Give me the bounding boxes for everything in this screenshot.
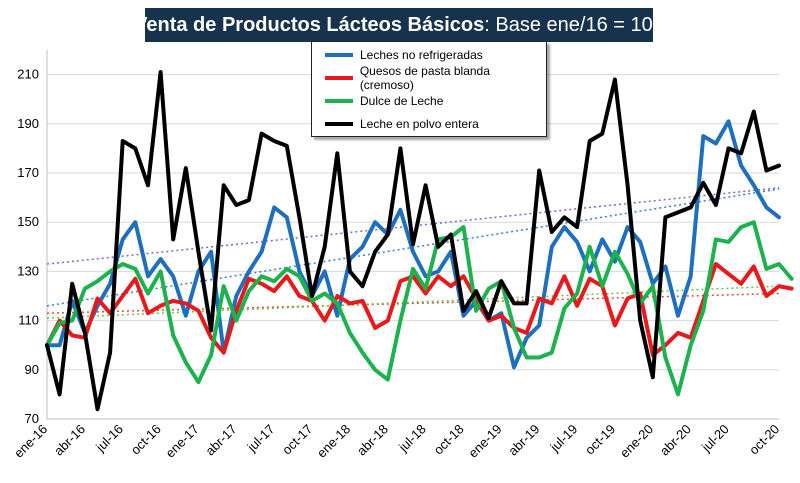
x-tick-label: oct-18	[431, 421, 467, 457]
series-line-2	[45, 262, 794, 357]
x-tick-label: ene-20	[617, 421, 656, 460]
series-line-1	[45, 119, 781, 370]
x-tick-label: abr-17	[202, 421, 239, 458]
x-tick-label: abr-18	[354, 421, 391, 458]
legend-label-leches: Leches no refrigeradas	[360, 48, 483, 62]
trendline-3	[46, 285, 780, 319]
x-tick-label: ene-16	[11, 421, 50, 460]
x-tick-label: abr-19	[505, 421, 542, 458]
legend-item-dulce: Dulce de Leche	[312, 92, 443, 110]
x-tick-label: abr-20	[657, 421, 694, 458]
y-tick-label: 210	[17, 67, 39, 82]
x-tick-label: oct-20	[746, 421, 782, 457]
legend-swatch-dulce	[325, 99, 353, 103]
legend-item-leche-polvo: Leche en polvo entera	[312, 115, 479, 133]
x-tick-label: jul-19	[547, 421, 581, 455]
y-tick-label: 110	[18, 313, 39, 328]
x-tick-label: jul-16	[92, 421, 126, 455]
x-tick-label: oct-17	[279, 421, 315, 457]
legend-label-dulce: Dulce de Leche	[360, 94, 444, 108]
legend-swatch-leches	[325, 53, 353, 57]
y-tick-label: 90	[25, 362, 39, 377]
chart-title-box: Venta de Productos Lácteos Básicos: Base…	[134, 8, 664, 42]
y-tick-label: 170	[17, 165, 39, 180]
x-tick-label: ene-19	[465, 421, 504, 460]
legend-label-leche-polvo: Leche en polvo entera	[360, 117, 479, 131]
series-line-3	[45, 220, 794, 397]
trendline-2	[46, 292, 780, 314]
axes	[46, 50, 779, 420]
x-tick-label: ene-17	[163, 421, 202, 460]
y-tick-label: 150	[17, 214, 39, 229]
legend-label-quesos: Quesos de pasta blanda (cremoso)	[359, 64, 490, 92]
series-line-4	[45, 70, 781, 412]
chart-title-suffix: : Base ene/16 = 100	[484, 13, 664, 36]
x-tick-label: jul-18	[395, 421, 429, 455]
x-tick-label: oct-16	[128, 421, 164, 457]
x-tick-label: jul-20	[698, 421, 732, 455]
y-tick-label: 70	[25, 411, 39, 426]
legend-swatch-quesos	[325, 76, 353, 80]
y-tick-label: 130	[17, 263, 39, 278]
legend-item-quesos: Quesos de pasta blanda (cremoso)	[312, 64, 546, 92]
y-tick-labels: 70 90 110 130 150 170 190 210	[17, 67, 39, 426]
legend-item-leches: Leches no refrigeradas	[312, 46, 483, 64]
series-lines	[45, 70, 794, 412]
x-tick-label: oct-19	[582, 421, 618, 457]
x-tick-label: jul-17	[244, 421, 278, 455]
x-tick-label: ene-18	[314, 421, 353, 460]
chart-title: Venta de Productos Lácteos Básicos	[134, 13, 485, 36]
x-tick-label: abr-16	[51, 421, 88, 458]
legend-swatch-leche-polvo	[325, 122, 353, 126]
y-tick-label: 190	[17, 116, 39, 131]
legend: Leches no refrigeradas Quesos de pasta b…	[311, 41, 547, 137]
